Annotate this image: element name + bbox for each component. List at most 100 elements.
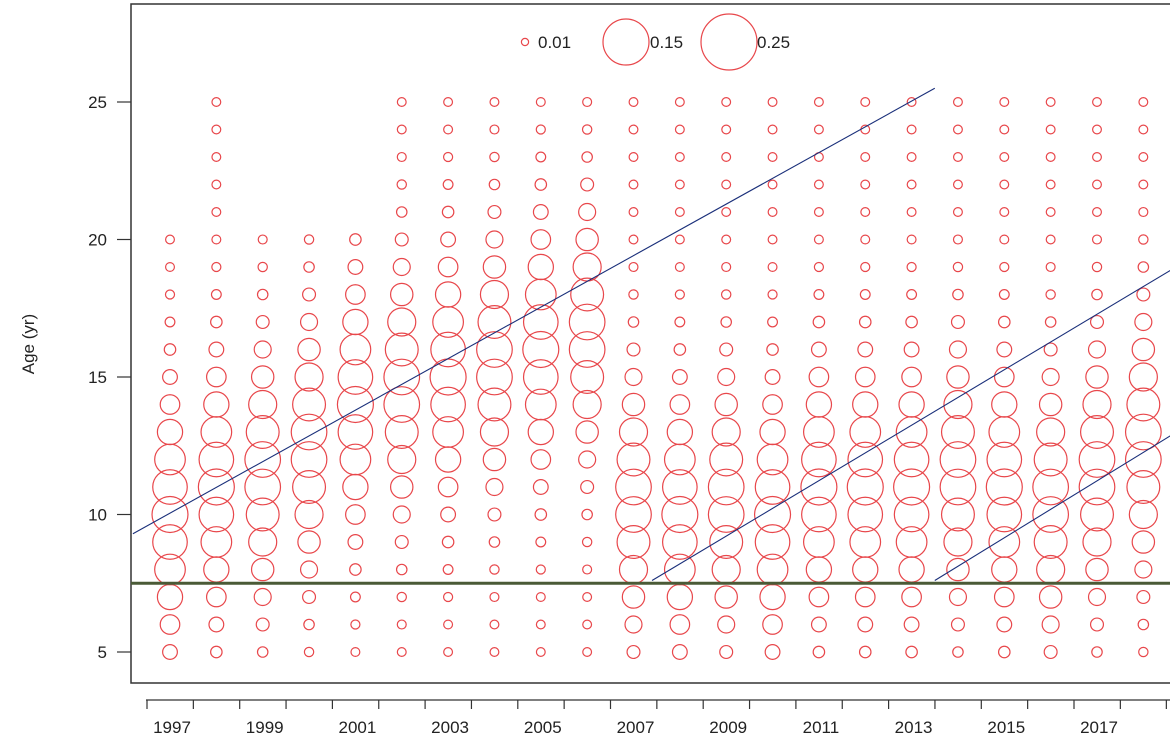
bubble (999, 179, 1010, 190)
bubble (767, 124, 778, 135)
bubble (767, 234, 778, 245)
bubble (895, 526, 928, 558)
y-tick-label: 15 (88, 368, 107, 387)
bubble (627, 316, 640, 328)
bubble (535, 536, 547, 548)
bubble (906, 152, 917, 162)
bubble (858, 315, 872, 329)
bubble (1131, 530, 1156, 554)
bubble (476, 331, 513, 368)
bubble (389, 282, 414, 307)
bubble (952, 179, 963, 190)
bubble (487, 507, 502, 522)
bubble (165, 234, 175, 245)
x-tick-label: 2011 (803, 718, 840, 737)
bubble (950, 314, 965, 330)
bubble (345, 284, 366, 305)
bubble (950, 617, 965, 632)
bubble (756, 553, 789, 586)
bubble (1136, 589, 1151, 605)
bubble (535, 96, 546, 108)
bubble (1085, 557, 1109, 582)
bubble (801, 496, 837, 533)
bubble (1092, 124, 1102, 135)
bubble (988, 526, 1021, 558)
y-tick-label: 10 (88, 506, 107, 525)
bubble (800, 468, 838, 506)
bubble (200, 526, 233, 558)
bubble (489, 564, 500, 575)
bubble (1079, 414, 1115, 450)
bubble (256, 646, 269, 658)
bubble (759, 418, 786, 446)
bubble (211, 97, 222, 107)
bubble (1045, 207, 1056, 217)
bubble (628, 97, 639, 107)
legend-symbol (700, 13, 758, 71)
bubble (996, 341, 1013, 358)
bubble (292, 387, 327, 422)
bubble (767, 316, 779, 328)
bubble (952, 646, 964, 658)
bubble (477, 387, 512, 422)
bubble (163, 343, 177, 356)
bubble (762, 614, 783, 635)
bubble (1137, 618, 1150, 631)
bubble (396, 97, 407, 107)
bubble (906, 124, 917, 135)
bubble (991, 556, 1018, 583)
bubble (1091, 207, 1102, 218)
bubble (893, 468, 931, 506)
bubble (1138, 97, 1149, 107)
bubble (628, 289, 639, 300)
x-tick-label: 2001 (338, 718, 376, 737)
bubble (575, 227, 599, 252)
bubble (767, 152, 778, 162)
bubble (669, 394, 691, 415)
bubble (946, 557, 970, 582)
bubble (1032, 496, 1070, 533)
bubble (952, 207, 963, 218)
bubble (810, 341, 827, 358)
bubble (1138, 179, 1149, 190)
bubble (666, 583, 694, 611)
bubble (442, 564, 454, 575)
bubble (568, 303, 606, 341)
bubble (396, 179, 407, 190)
bubble (392, 505, 411, 524)
bubble (1045, 179, 1056, 190)
bubble (1085, 365, 1109, 389)
bubble (717, 615, 736, 634)
bubble (441, 205, 455, 219)
bubble (522, 359, 559, 395)
bubble (248, 527, 278, 557)
bubble (674, 316, 686, 328)
bubble (852, 391, 879, 418)
bubble (906, 97, 917, 107)
bubble (996, 616, 1013, 633)
bubble (395, 563, 408, 576)
bubble (813, 289, 825, 300)
bubble (1041, 615, 1060, 634)
bubble (674, 289, 685, 300)
bubble (581, 508, 593, 521)
bubble (384, 332, 419, 367)
bubble (618, 554, 649, 585)
bubble (1038, 392, 1063, 417)
bubble (628, 152, 639, 162)
x-tick-label: 2009 (709, 718, 747, 737)
bubble (522, 330, 560, 369)
bubble (581, 536, 593, 548)
bubble (250, 557, 275, 582)
bubble (244, 441, 282, 478)
bubble (813, 207, 824, 217)
bubble (1036, 554, 1066, 585)
y-tick-label: 5 (98, 643, 107, 662)
bubble (578, 202, 597, 222)
x-tick-label: 2013 (895, 718, 933, 737)
bubble (1138, 234, 1149, 245)
bubble (1045, 97, 1056, 107)
bubble (162, 369, 178, 385)
bubble (489, 124, 500, 135)
bubble (342, 308, 369, 336)
